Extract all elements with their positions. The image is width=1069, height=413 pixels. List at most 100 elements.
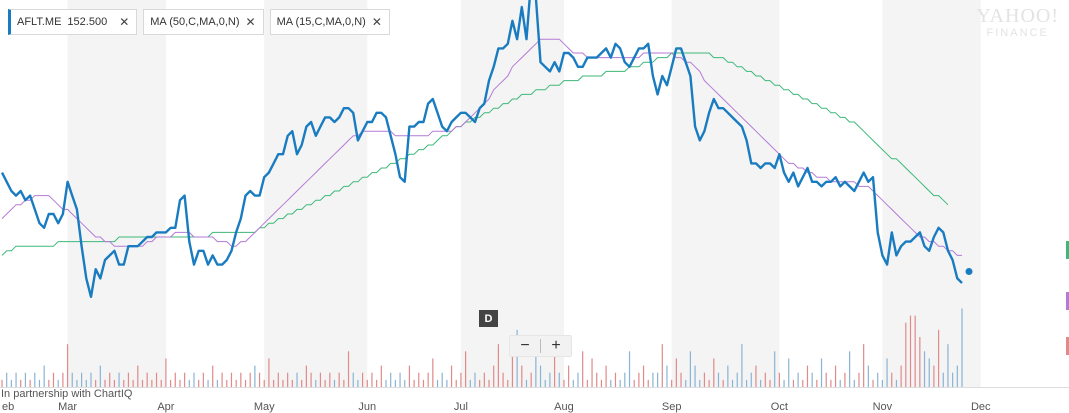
volume-bar	[717, 372, 720, 387]
volume-bar	[760, 379, 762, 387]
volume-bar	[343, 379, 345, 387]
volume-bar	[399, 372, 401, 387]
yahoo-finance-logo: YAHOO! FINANCE	[976, 6, 1059, 39]
last-price-dot	[965, 268, 973, 275]
volume-bar	[638, 372, 640, 387]
zoom-separator	[540, 339, 541, 353]
volume-bar	[863, 344, 865, 387]
volume-bar	[315, 379, 317, 387]
volume-bar	[886, 358, 888, 387]
volume-bar	[493, 365, 495, 387]
logo-line-2: FINANCE	[986, 27, 1049, 39]
volume-bar	[376, 379, 378, 387]
volume-bar	[198, 379, 200, 387]
volume-bar	[553, 344, 556, 387]
zoom-in-button[interactable]: +	[551, 337, 561, 354]
volume-bar	[521, 365, 523, 387]
volume-bar	[919, 337, 921, 387]
volume-bar	[52, 372, 55, 387]
volume-bar	[750, 372, 752, 387]
volume-bar	[867, 365, 869, 387]
volume-bar	[764, 372, 766, 387]
volume-bar	[380, 365, 382, 387]
volume-bar	[778, 372, 780, 387]
remove-ma50-close-icon[interactable]: ✕	[245, 15, 256, 29]
volume-bar	[722, 379, 724, 387]
volume-bar	[516, 329, 518, 387]
legend-ma50-label: MA (50,C,MA,0,N)	[150, 16, 240, 28]
volume-bar	[745, 379, 748, 387]
volume-bar	[446, 379, 448, 387]
volume-bar	[858, 372, 860, 387]
zoom-out-button[interactable]: −	[520, 337, 530, 354]
volume-bar	[783, 379, 785, 387]
volume-bar	[324, 379, 326, 387]
volume-bar	[947, 344, 949, 387]
volume-bar	[268, 358, 270, 387]
volume-bar	[600, 379, 603, 387]
volume-bar	[558, 372, 560, 387]
volume-bar	[708, 379, 710, 387]
volume-bar	[591, 358, 593, 387]
volume-bar	[66, 344, 69, 387]
volume-bar	[909, 315, 912, 387]
volume-axis-tab	[1066, 337, 1069, 355]
month-band	[264, 0, 368, 387]
volume-bar	[165, 358, 167, 387]
volume-bar	[371, 372, 373, 387]
volume-bar	[891, 372, 893, 387]
volume-bar	[385, 379, 387, 387]
volume-bar	[577, 372, 579, 387]
volume-bar	[216, 379, 219, 387]
volume-bar	[900, 365, 902, 387]
volume-bar	[661, 344, 663, 387]
volume-bar	[132, 379, 134, 387]
legend-symbol-pill[interactable]: AFLT.ME 152.500 ✕	[8, 9, 138, 35]
volume-bar	[15, 372, 17, 387]
volume-bar	[62, 372, 64, 387]
volume-bar	[820, 358, 823, 387]
draw-button[interactable]: D	[479, 310, 498, 327]
volume-bar	[872, 379, 874, 387]
volume-bar	[563, 379, 565, 387]
volume-bar	[258, 372, 261, 387]
volume-bar	[633, 379, 635, 387]
legend-ma50-pill[interactable]: MA (50,C,MA,0,N) ✕	[143, 9, 264, 35]
volume-bar	[755, 365, 757, 387]
volume-bar	[422, 379, 425, 387]
volume-bar	[207, 379, 209, 387]
volume-bar	[432, 358, 434, 387]
volume-bar	[254, 365, 256, 387]
x-axis-line	[0, 387, 1069, 388]
volume-bar	[474, 372, 476, 387]
volume-bar	[741, 344, 743, 387]
volume-bar	[877, 372, 879, 387]
legend-ma15-pill[interactable]: MA (15,C,MA,0,N) ✕	[269, 9, 390, 35]
volume-bar	[244, 379, 247, 387]
volume-bar	[839, 379, 841, 387]
volume-bar	[834, 365, 837, 387]
volume-bar	[169, 379, 172, 387]
volume-bar	[811, 372, 813, 387]
volume-bar	[455, 379, 457, 387]
volume-bar	[731, 379, 734, 387]
volume-bar	[310, 372, 312, 387]
volume-bar	[952, 372, 954, 387]
volume-bar	[694, 365, 696, 387]
volume-bar	[572, 379, 574, 387]
volume-bar	[151, 379, 153, 387]
volume-bar	[544, 379, 546, 387]
volume-bar	[235, 379, 237, 387]
volume-bar	[647, 379, 649, 387]
volume-bar	[642, 365, 645, 387]
remove-symbol-close-icon[interactable]: ✕	[119, 15, 130, 29]
volume-bar	[221, 372, 223, 387]
volume-bar	[497, 344, 499, 387]
volume-bar	[774, 351, 776, 387]
volume-bar	[797, 372, 799, 387]
volume-bar	[675, 358, 677, 387]
remove-ma15-close-icon[interactable]: ✕	[371, 15, 382, 29]
x-tick-label: Apr	[157, 401, 174, 413]
volume-bar	[10, 379, 12, 387]
